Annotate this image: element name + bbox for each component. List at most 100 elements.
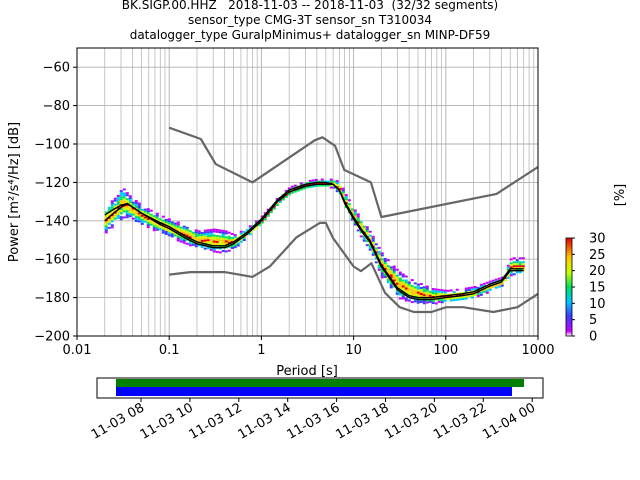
psd-cell (209, 240, 213, 243)
psd-cell (506, 266, 510, 269)
psd-cell (107, 212, 111, 215)
psd-cell (293, 184, 297, 187)
psd-cell (404, 291, 408, 294)
psd-cell (464, 295, 468, 298)
psd-cell (110, 218, 114, 221)
psd-cell (152, 227, 156, 230)
psd-cell (224, 238, 228, 241)
psd-cell (182, 241, 186, 244)
psd-cell (209, 232, 213, 235)
psd-cell (494, 284, 498, 287)
psd-cell (161, 229, 165, 232)
timeline-tick-label: 11-03 14 (236, 400, 294, 442)
timeline-data-bar (116, 379, 524, 387)
psd-cell (344, 198, 348, 201)
psd-cell (212, 250, 216, 253)
psd-cell (317, 182, 321, 185)
psd-cell (206, 229, 210, 232)
psd-cell (482, 290, 486, 293)
psd-cell (449, 299, 453, 302)
psd-cell (143, 216, 147, 219)
psd-cell (155, 218, 159, 221)
psd-cell (134, 220, 138, 223)
psd-cell (140, 216, 144, 219)
psd-cell (518, 257, 522, 260)
psd-cell (140, 218, 144, 221)
psd-cell (386, 271, 390, 274)
x-tick-label: 0.01 (63, 343, 92, 358)
psd-cell (209, 238, 213, 241)
psd-cell (515, 271, 519, 274)
psd-cell (422, 300, 426, 303)
psd-cell (416, 295, 420, 298)
psd-cell (383, 265, 387, 268)
timeline-tick-label: 11-03 08 (89, 400, 147, 442)
psd-cell (230, 236, 234, 239)
colorbar-tick-label: 30 (589, 232, 606, 247)
psd-cell (143, 220, 147, 223)
psd-cell (149, 219, 153, 222)
psd-cell (218, 231, 222, 234)
psd-cell (203, 235, 207, 238)
psd-cell (434, 292, 438, 295)
y-tick-label: −60 (43, 61, 70, 76)
psd-cell (164, 220, 168, 223)
psd-cell (407, 299, 411, 302)
psd-cell (344, 200, 348, 203)
psd-cell (380, 268, 384, 271)
psd-cell (122, 210, 126, 213)
psd-cell (149, 213, 153, 216)
psd-cell (155, 212, 159, 215)
psd-cell (308, 185, 312, 188)
psd-cell (497, 285, 501, 288)
psd-cell (425, 287, 429, 290)
psd-cell (359, 221, 363, 224)
psd-cell (218, 241, 222, 244)
psd-cell (323, 180, 327, 183)
psd-cell (119, 196, 123, 199)
psd-cell (440, 301, 444, 304)
psd-cell (110, 214, 114, 217)
psd-cell (206, 231, 210, 234)
psd-cell (278, 200, 282, 203)
psd-cell (152, 215, 156, 218)
psd-cell (215, 240, 219, 243)
psd-cell (149, 223, 153, 226)
psd-cell (452, 297, 456, 300)
psd-cell (134, 218, 138, 221)
psd-cell (176, 227, 180, 230)
psd-cell (182, 227, 186, 230)
psd-cell (221, 245, 225, 248)
psd-cell (338, 188, 342, 191)
psd-cell (194, 237, 198, 240)
psd-cell (230, 238, 234, 241)
psd-cell (401, 285, 405, 288)
psd-cell (170, 233, 174, 236)
psd-cell (200, 235, 204, 238)
psd-cell (164, 228, 168, 231)
psd-cell (506, 276, 510, 279)
psd-cell (410, 285, 414, 288)
psd-cell (395, 282, 399, 285)
psd-cell (185, 232, 189, 235)
psd-cell (284, 195, 288, 198)
psd-cell (266, 214, 270, 217)
psd-cell (413, 300, 417, 303)
timeline-used-bar (116, 387, 512, 396)
psd-cell (404, 297, 408, 300)
psd-cell (260, 221, 264, 224)
psd-cell (245, 229, 249, 232)
psd-cell (332, 180, 336, 183)
psd-cell (104, 211, 108, 214)
psd-cell (368, 230, 372, 233)
psd-cell (188, 234, 192, 237)
psd-cell (386, 259, 390, 262)
psd-cell (239, 240, 243, 243)
psd-cell (356, 221, 360, 224)
psd-cell (422, 286, 426, 289)
psd-cell (365, 232, 369, 235)
psd-cell (269, 211, 273, 214)
psd-cell (227, 243, 231, 246)
psd-cell (407, 283, 411, 286)
psd-cell (113, 215, 117, 218)
